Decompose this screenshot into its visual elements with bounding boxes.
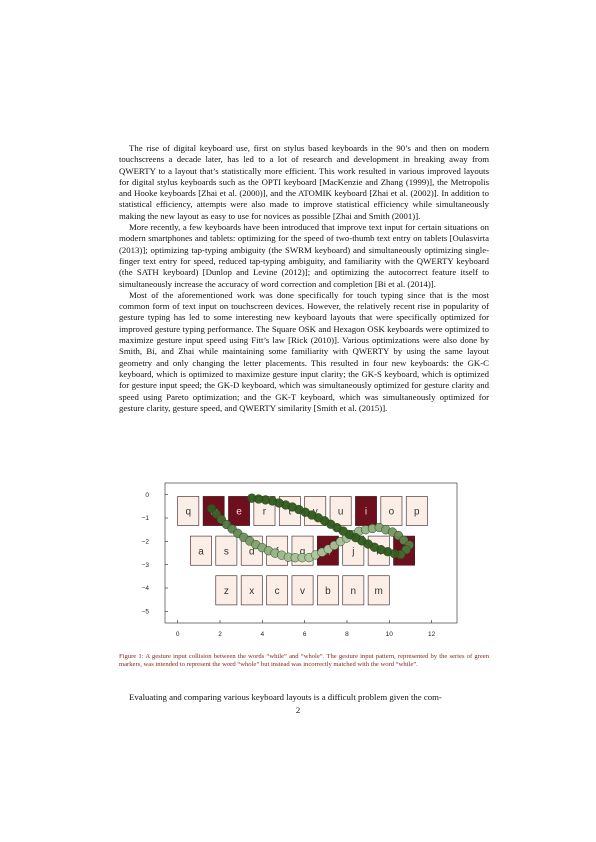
- key-e: [228, 496, 250, 526]
- x-tick-label: 10: [386, 631, 394, 638]
- key-label-p: p: [414, 507, 420, 518]
- key-label-t: t: [288, 507, 291, 518]
- key-label-u: u: [338, 507, 344, 518]
- key-o: [380, 496, 403, 526]
- key-m: [367, 575, 390, 606]
- x-tick-label: 4: [261, 631, 265, 638]
- key-label-j: j: [351, 546, 354, 557]
- figure-caption: Figure 1: A gesture input collision betw…: [119, 653, 489, 669]
- y-tick-label: 0: [145, 492, 149, 499]
- body-text-bottom: Evaluating and comparing various keyboar…: [129, 692, 442, 702]
- x-tick-label: 12: [428, 631, 436, 638]
- key-label-n: n: [351, 586, 357, 597]
- keyboard-gesture-chart: 0246810120−1−2−3−4−5qwertyuiopasdfghjklz…: [142, 482, 458, 638]
- page-number: 2: [295, 705, 301, 715]
- key-q: [177, 496, 200, 526]
- x-tick-label: 6: [303, 631, 307, 638]
- x-tick-label: 8: [345, 631, 349, 638]
- x-tick-label: 0: [176, 631, 180, 638]
- x-tick-label: 2: [218, 631, 222, 638]
- key-label-e: e: [236, 507, 242, 518]
- key-label-z: z: [224, 586, 229, 597]
- key-z: [215, 575, 238, 606]
- key-c: [266, 575, 289, 606]
- y-tick-label: −4: [142, 585, 150, 592]
- key-label-i: i: [365, 507, 367, 518]
- y-tick-label: −5: [142, 609, 150, 616]
- body-text-top: The rise of digital keyboard use, first …: [119, 143, 489, 414]
- key-label-c: c: [275, 586, 280, 597]
- key-x: [240, 575, 263, 606]
- paragraph-2: More recently, a few keyboards have been…: [119, 222, 489, 289]
- key-b: [317, 575, 339, 606]
- key-p: [405, 496, 428, 526]
- paragraph-3: Most of the aforementioned work was done…: [119, 289, 489, 413]
- key-s: [215, 535, 238, 566]
- key-n: [342, 575, 365, 606]
- y-tick-label: −3: [142, 562, 150, 569]
- y-tick-label: −2: [142, 539, 150, 546]
- key-a: [190, 535, 212, 566]
- key-label-x: x: [249, 586, 254, 597]
- key-label-r: r: [263, 507, 267, 518]
- gesture-marker: [247, 493, 257, 503]
- key-label-g: g: [300, 546, 306, 557]
- key-label-s: s: [224, 546, 229, 557]
- key-label-a: a: [198, 546, 204, 557]
- key-label-m: m: [375, 586, 383, 597]
- key-label-b: b: [325, 586, 331, 597]
- key-label-q: q: [185, 507, 191, 518]
- y-tick-label: −1: [142, 515, 150, 522]
- figure-keyboard-gesture: 0246810120−1−2−3−4−5qwertyuiopasdfghjklz…: [135, 481, 490, 646]
- key-label-o: o: [389, 507, 395, 518]
- key-label-d: d: [249, 546, 255, 557]
- key-v: [291, 575, 314, 606]
- paragraph-1: The rise of digital keyboard use, first …: [119, 143, 489, 221]
- key-label-v: v: [300, 586, 305, 597]
